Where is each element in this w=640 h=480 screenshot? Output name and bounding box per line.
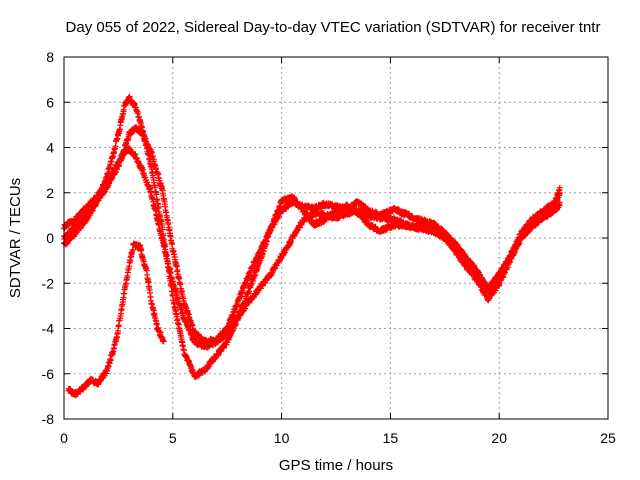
series-track-d	[65, 240, 167, 399]
data-points	[61, 93, 563, 399]
y-tick-label: -6	[42, 366, 55, 382]
y-tick-label: -8	[42, 411, 55, 427]
x-axis-label: GPS time / hours	[279, 457, 393, 474]
x-tick-label: 10	[274, 430, 290, 446]
y-axis-label: SDTVAR / TECUs	[7, 178, 24, 298]
series-track-c	[61, 93, 563, 380]
x-tick-label: 0	[60, 430, 68, 446]
y-tick-label: -2	[42, 275, 55, 291]
tick-labels: 0 5 10 15 20 25 -8 -6 -4 -2 0 2 4 6 8	[42, 49, 616, 446]
x-tick-label: 15	[383, 430, 399, 446]
y-tick-label: -4	[42, 321, 55, 337]
x-tick-label: 20	[491, 430, 507, 446]
series-markers	[65, 240, 167, 399]
y-tick-label: 2	[46, 185, 54, 201]
grid-lines	[64, 57, 608, 419]
x-tick-label: 5	[169, 430, 177, 446]
series-markers	[61, 93, 563, 380]
y-tick-label: 6	[46, 94, 54, 110]
plot-frame	[63, 56, 609, 420]
chart-title: Day 055 of 2022, Sidereal Day-to-day VTE…	[66, 19, 601, 36]
y-tick-label: 0	[46, 230, 54, 246]
x-tick-label: 25	[600, 430, 616, 446]
y-tick-label: 4	[46, 140, 54, 156]
y-tick-label: 8	[46, 49, 54, 65]
